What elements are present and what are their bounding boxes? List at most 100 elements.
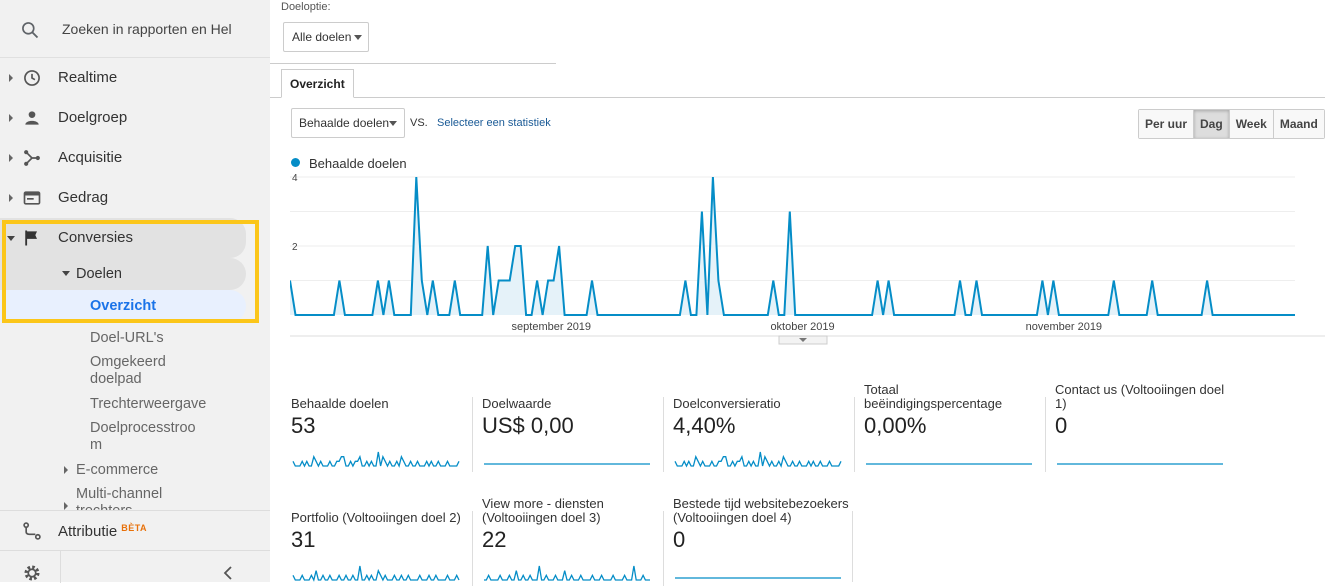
metric-tile[interactable]: Portfolio (Voltooiingen doel 2) 31 bbox=[291, 497, 471, 582]
metric-sparkline bbox=[866, 463, 1032, 465]
main-content: Doeloptie: Alle doelen Overzicht Behaald… bbox=[270, 0, 1325, 586]
sparkline-path bbox=[292, 451, 460, 468]
period-dag[interactable]: Dag bbox=[1193, 110, 1229, 138]
metric-sparkline bbox=[484, 565, 650, 581]
caret-right-icon[interactable] bbox=[6, 192, 16, 204]
caret-right-icon[interactable] bbox=[6, 152, 16, 164]
metric-value: 0,00% bbox=[864, 413, 927, 438]
nav-sub-doel-urls[interactable]: Doel-URL's bbox=[90, 330, 164, 346]
sidebar-footer bbox=[0, 550, 270, 583]
metric-title-text: Behaalde doelen bbox=[291, 396, 389, 411]
behavior-icon bbox=[23, 191, 41, 205]
search-input[interactable]: Zoeken in rapporten en Help bbox=[62, 21, 232, 37]
tile-separator bbox=[1045, 397, 1046, 472]
metric-tile[interactable]: Doelconversieratio 4,40% bbox=[673, 383, 853, 468]
overview-pill-bg bbox=[0, 290, 246, 322]
metric-sparkline bbox=[675, 577, 841, 579]
search-icon[interactable] bbox=[20, 20, 40, 40]
metric-value: 53 bbox=[291, 413, 316, 438]
metric-title: View more - diensten (Voltooiingen doel … bbox=[482, 497, 658, 525]
nav-label: Realtime bbox=[58, 69, 118, 86]
y-tick-label: 2 bbox=[292, 242, 298, 253]
acquisition-icon bbox=[24, 150, 40, 166]
attribution-icon bbox=[23, 522, 41, 540]
metric-tile[interactable]: Contact us (Voltooiingen doel 1) 0 bbox=[1055, 383, 1235, 468]
nav-sub-ecommerce[interactable]: E-commerce bbox=[76, 462, 159, 478]
metric-dropdown[interactable]: Behaalde doelen bbox=[291, 108, 405, 138]
metric-tile[interactable]: Totaal beëindigingspercentage 0,00% bbox=[864, 383, 1044, 468]
tab-overzicht[interactable]: Overzicht bbox=[281, 69, 354, 98]
metric-value: 4,40% bbox=[673, 413, 736, 438]
metric-title-text: Contact us (Voltooiingen doel 1) bbox=[1055, 382, 1225, 411]
nav-sub-doelprocesstroom[interactable]: Doelprocesstroo m bbox=[90, 420, 196, 454]
metric-sparkline bbox=[1057, 463, 1223, 465]
caret-right-icon[interactable] bbox=[61, 501, 71, 510]
metric-title-text: Portfolio (Voltooiingen doel 2) bbox=[291, 510, 461, 525]
metric-tile[interactable]: Bestede tijd websitebezoekers (Voltooiin… bbox=[673, 497, 853, 582]
chart-area bbox=[290, 177, 1295, 315]
gear-icon[interactable] bbox=[22, 563, 42, 583]
clock-icon bbox=[24, 70, 40, 86]
sidebar: Zoeken in rapporten en Help Realtime Doe… bbox=[0, 0, 270, 583]
tile-separator bbox=[472, 511, 473, 586]
nav-item-attributie[interactable]: Attributie BÈTA bbox=[0, 510, 270, 550]
nav-sub-trechterweergave[interactable]: Trechterweergave bbox=[90, 396, 207, 412]
tile-separator bbox=[854, 397, 855, 472]
person-icon bbox=[25, 111, 39, 125]
metric-value: 22 bbox=[482, 527, 507, 552]
period-week[interactable]: Week bbox=[1228, 110, 1273, 138]
x-tick-label: oktober 2019 bbox=[770, 321, 834, 333]
goal-option-label: Doeloptie: bbox=[281, 1, 331, 13]
metric-title: Bestede tijd websitebezoekers (Voltooiin… bbox=[673, 497, 849, 525]
conversions-pill-bg bbox=[0, 218, 246, 258]
metric-value: 0 bbox=[1055, 413, 1068, 438]
nav-item-gedrag[interactable]: Gedrag bbox=[0, 178, 270, 218]
sparkline-path bbox=[484, 565, 650, 581]
legend-dot bbox=[291, 158, 300, 167]
period-maand[interactable]: Maand bbox=[1272, 110, 1324, 138]
tile-separator bbox=[852, 511, 853, 582]
chart-expand-toggle[interactable] bbox=[778, 335, 828, 345]
metric-tile[interactable]: Behaalde doelen 53 bbox=[291, 383, 471, 468]
goals-line-chart: 4 2 september 2019 oktober 2019 november 201… bbox=[290, 173, 1325, 345]
select-statistic-link[interactable]: Selecteer een statistiek bbox=[437, 117, 551, 129]
nav-sub-label: m bbox=[90, 437, 103, 453]
nav-label: Conversies bbox=[58, 229, 134, 246]
metric-title: Doelwaarde bbox=[482, 383, 658, 411]
caret-right-icon[interactable] bbox=[61, 465, 71, 475]
metric-value: 0 bbox=[673, 527, 686, 552]
nav-item-acquisitie[interactable]: Acquisitie bbox=[0, 138, 270, 178]
period-buttons: Per uur Dag Week Maand bbox=[1138, 109, 1325, 139]
period-per-uur[interactable]: Per uur bbox=[1139, 110, 1194, 138]
x-tick-label: september 2019 bbox=[512, 321, 592, 333]
chevron-down-icon bbox=[799, 338, 807, 342]
flag-icon bbox=[25, 230, 37, 246]
caret-right-icon[interactable] bbox=[6, 72, 16, 84]
search-bar[interactable]: Zoeken in rapporten en Help bbox=[0, 0, 270, 58]
nav-label: Doelgroep bbox=[58, 109, 128, 126]
metric-tile[interactable]: Doelwaarde US$ 0,00 bbox=[482, 383, 662, 468]
nav-sub-label: trechters bbox=[76, 503, 162, 510]
beta-badge: BÈTA bbox=[121, 523, 148, 533]
multichannel-clip: Multi-channeltrechters bbox=[0, 484, 270, 510]
caret-right-icon[interactable] bbox=[6, 112, 16, 124]
chevron-left-icon[interactable] bbox=[222, 566, 234, 580]
nav-item-doelgroep[interactable]: Doelgroep bbox=[0, 98, 270, 138]
nav-sub-multichannel[interactable]: Multi-channeltrechters bbox=[76, 486, 162, 510]
metric-tile[interactable]: View more - diensten (Voltooiingen doel … bbox=[482, 497, 662, 582]
nav-sub-label: Multi-channel bbox=[76, 486, 163, 502]
goal-option-dropdown[interactable]: Alle doelen bbox=[283, 22, 369, 52]
caret-down-icon[interactable] bbox=[6, 232, 16, 244]
goal-option-value: Alle doelen bbox=[292, 30, 352, 44]
metric-value: 31 bbox=[291, 527, 316, 552]
footer-divider bbox=[60, 551, 61, 583]
caret-down-icon[interactable] bbox=[61, 268, 71, 278]
metric-title-text: Doelwaarde bbox=[482, 396, 552, 411]
nav-sub-doelen[interactable]: Doelen bbox=[76, 266, 122, 282]
attribution-text: Attributie bbox=[58, 523, 118, 540]
nav-item-conversies[interactable]: Conversies bbox=[0, 218, 270, 258]
nav-sub-overzicht[interactable]: Overzicht bbox=[90, 298, 157, 314]
nav-item-realtime[interactable]: Realtime bbox=[0, 58, 270, 98]
metric-title-text: Doelconversieratio bbox=[673, 396, 781, 411]
nav-sub-omgekeerd-doelpad[interactable]: Omgekeerd doelpad bbox=[90, 354, 166, 388]
